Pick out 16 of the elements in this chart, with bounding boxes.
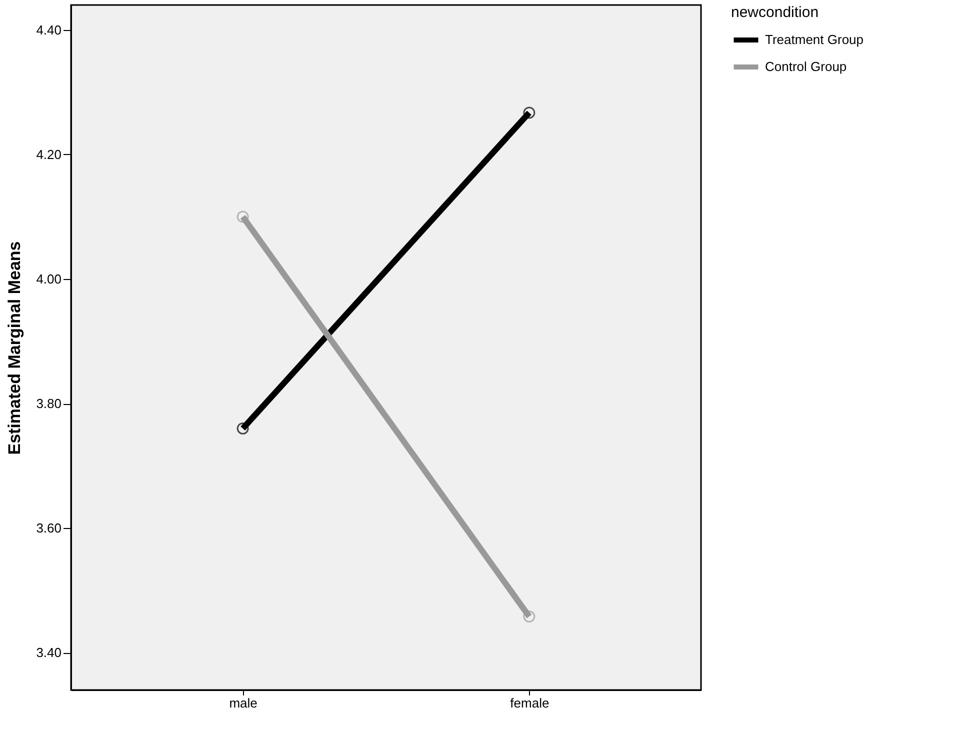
point [523,610,536,622]
legend-label: Treatment Group [765,32,864,47]
x-tick-label: female [510,696,550,710]
point [236,422,249,434]
y-tick-label: 3.40 [36,645,62,660]
y-tick-label: 4.20 [36,146,62,162]
legend-label: Control Group [765,59,847,74]
legend-title: newcondition [731,4,819,21]
y-tick-label: 4.40 [36,22,62,38]
y-tick-label: 4.00 [36,272,62,286]
point [523,106,536,119]
point [236,210,249,223]
y-axis-title: Estimated Marginal Means [5,241,24,455]
x-tick-label: male [229,696,258,710]
y-tick-label: 3.60 [36,520,62,536]
y-tick-label: 3.80 [36,396,62,412]
